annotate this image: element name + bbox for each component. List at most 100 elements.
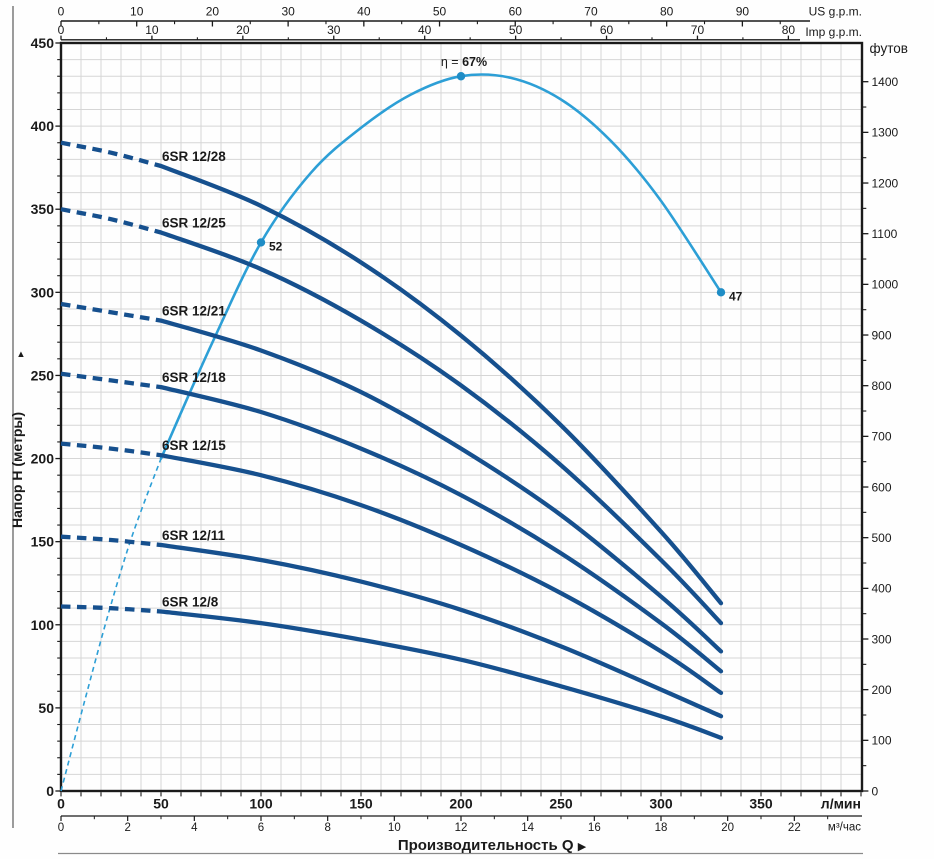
pump-curve-label: 6SR 12/18 [162, 370, 226, 385]
pump-curve-solid [158, 609, 724, 740]
tick-label: 8 [324, 822, 330, 834]
tick-label: 0 [58, 5, 65, 19]
tick-label: 250 [549, 796, 573, 812]
axis-unit-label: US g.p.m. [809, 5, 862, 19]
axis-imp-gpm: 0 10 20 30 40 50 60 70 80 Imp g.p.m. [58, 23, 862, 41]
tick-label: 0 [46, 783, 54, 799]
efficiency-curve-solid [159, 73, 723, 460]
tick-label: 12 [455, 822, 468, 834]
efficiency-point-label: 52 [269, 239, 283, 253]
pump-curve-6sr-12-15: 6SR 12/15 [60, 438, 724, 696]
pump-curve-dashed [60, 371, 162, 390]
tick-label: 14 [521, 822, 534, 834]
pump-curve-solid [158, 542, 724, 719]
tick-label: 1200 [872, 176, 899, 190]
pump-curve-label: 6SR 12/11 [162, 528, 226, 543]
tick-label: 150 [31, 534, 55, 550]
tick-label: 150 [349, 796, 373, 812]
tick-label: 1300 [872, 126, 899, 140]
pump-curve-dashed [60, 534, 162, 548]
axis-lmin: 0 50 100 150 200 250 300 350 л/мин [57, 792, 862, 812]
tick-label: 10 [145, 23, 159, 37]
pump-curve-label: 6SR 12/21 [162, 304, 226, 319]
tick-label: 900 [872, 328, 892, 342]
tick-label: 50 [509, 23, 523, 37]
tick-label: 500 [872, 531, 892, 545]
tick-label: 350 [31, 201, 55, 217]
tick-label: 20 [206, 5, 220, 19]
tick-label: 6 [258, 822, 264, 834]
pump-curve-solid [158, 318, 724, 654]
efficiency-point-label: 47 [729, 289, 743, 303]
tick-label: 2 [124, 822, 130, 834]
tick-label: 0 [57, 796, 65, 812]
tick-label: 80 [660, 5, 674, 19]
tick-label: 70 [691, 23, 705, 37]
efficiency-point [456, 72, 466, 81]
pump-curve-dashed [60, 441, 162, 458]
tick-label: 300 [872, 632, 892, 646]
pump-curve-dashed [60, 604, 162, 614]
pump-curve-6sr-12-21: 6SR 12/21 [60, 301, 724, 654]
tick-label: 100 [872, 734, 892, 748]
tick-label: 50 [153, 796, 169, 812]
axis-unit-label: Imp g.p.m. [805, 25, 862, 39]
tick-label: 20 [721, 822, 734, 834]
tick-label: 400 [31, 118, 55, 134]
tick-label: 1400 [872, 75, 899, 89]
tick-label: 450 [31, 35, 55, 51]
efficiency-curve-dashed [60, 458, 162, 792]
tick-label: 200 [31, 451, 55, 467]
axis-feet: 0 100 200 300 400 500 600 700 800 900 1000 1100 1200… [863, 41, 908, 798]
axis-unit-label: м³/час [828, 822, 861, 834]
tick-label: 400 [872, 582, 892, 596]
pump-curve-6sr-12-11: 6SR 12/11 [60, 528, 724, 719]
tick-label: 70 [584, 5, 598, 19]
x-axis-title: Производительность Q ▶ [398, 837, 587, 854]
tick-label: 300 [649, 796, 673, 812]
tick-label: 50 [433, 5, 447, 19]
pump-curve-6sr-12-8: 6SR 12/8 [60, 594, 724, 740]
tick-label: 50 [38, 700, 54, 716]
tick-label: 1000 [872, 278, 899, 292]
tick-label: 200 [449, 796, 473, 812]
tick-label: 40 [418, 23, 432, 37]
tick-label: 600 [872, 480, 892, 494]
tick-label: 16 [588, 822, 601, 834]
pump-curve-solid [158, 230, 724, 626]
axis-m3h: 0 2 4 6 8 10 12 14 16 18 20 22 м³/час [58, 815, 862, 834]
tick-label: 4 [191, 822, 198, 834]
tick-label: 0 [58, 23, 65, 37]
efficiency-curve: 52 η = 67% 47 [60, 55, 743, 792]
tick-label: 20 [236, 23, 250, 37]
tick-label: 30 [327, 23, 341, 37]
pump-curve-solid [158, 163, 724, 606]
axis-us-gpm: 0 10 20 30 40 50 60 70 80 90 US g.p.m. [58, 5, 862, 27]
tick-label: 22 [788, 822, 801, 834]
y-axis-arrow-icon: ▲ [16, 349, 25, 360]
tick-label: 0 [872, 784, 879, 798]
tick-label: 60 [509, 5, 523, 19]
pump-curve-6sr-12-28: 6SR 12/28 [60, 140, 724, 606]
tick-label: 250 [31, 367, 55, 383]
plot-border [59, 41, 864, 793]
efficiency-point [716, 288, 726, 297]
efficiency-peak-label: η = 67% [441, 55, 487, 69]
tick-label: 80 [782, 23, 796, 37]
tick-label: 700 [872, 430, 892, 444]
axis-unit-label: футов [870, 41, 908, 56]
tick-label: 0 [58, 822, 64, 834]
tick-label: 350 [749, 796, 773, 812]
pump-curve-label: 6SR 12/28 [162, 149, 226, 164]
pump-curve-dashed [60, 207, 162, 235]
tick-label: 30 [281, 5, 295, 19]
tick-label: 18 [655, 822, 668, 834]
tick-label: 1100 [872, 227, 898, 241]
tick-label: 100 [249, 796, 273, 812]
x-axis-title-text: Производительность Q ▶ [398, 837, 587, 854]
tick-label: 60 [600, 23, 614, 37]
tick-label: 100 [31, 617, 55, 633]
tick-label: 300 [31, 284, 55, 300]
pump-curve-label: 6SR 12/15 [162, 438, 226, 453]
